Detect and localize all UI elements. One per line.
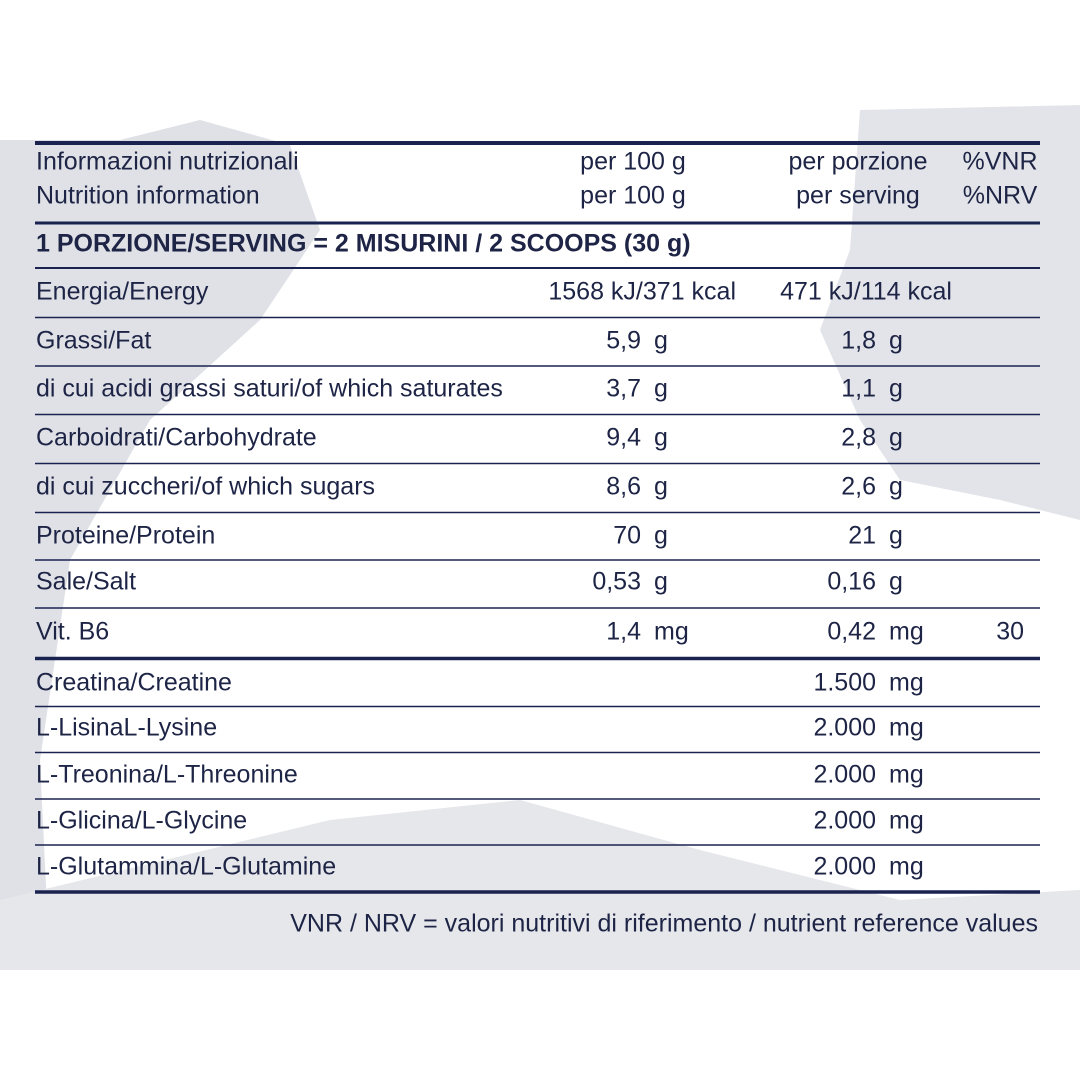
nutrient-name: di cui acidi grassi saturi/of which satu… <box>36 375 503 403</box>
nrv-value: 30 <box>996 618 1024 646</box>
header-cell: %VNR <box>962 148 1037 176</box>
nutrient-name: Creatina/Creatine <box>36 669 232 697</box>
nutrient-name: L-LisinaL-Lysine <box>36 714 217 742</box>
bg-shape <box>820 105 1080 520</box>
unit-per-100g: g <box>654 375 668 403</box>
unit-per-serving: g <box>889 375 903 403</box>
unit-per-serving: g <box>889 522 903 550</box>
header-cell: %NRV <box>963 182 1038 210</box>
header-cell: Informazioni nutrizionali <box>36 148 299 176</box>
value-per-100g: 1568 kJ/371 kcal <box>548 278 736 306</box>
unit-per-serving: mg <box>889 618 924 646</box>
value-per-serving: 2.000 <box>813 853 876 881</box>
nutrient-name: Energia/Energy <box>36 278 209 306</box>
unit-per-100g: g <box>654 424 668 452</box>
unit-per-serving: mg <box>889 761 924 789</box>
value-per-serving: 1.500 <box>813 669 876 697</box>
unit-per-100g: mg <box>654 618 689 646</box>
value-per-serving: 0,42 <box>827 618 876 646</box>
nutrient-name: Sale/Salt <box>36 568 136 596</box>
header-cell: Nutrition information <box>36 182 260 210</box>
unit-per-serving: mg <box>889 669 924 697</box>
unit-per-serving: g <box>889 327 903 355</box>
value-per-100g: 5,9 <box>606 327 641 355</box>
value-per-100g: 3,7 <box>606 375 641 403</box>
unit-per-100g: g <box>654 568 668 596</box>
value-per-serving: 2.000 <box>813 807 876 835</box>
nutrient-name: di cui zuccheri/of which sugars <box>36 473 375 501</box>
serving-size: 1 PORZIONE/SERVING = 2 MISURINI / 2 SCOO… <box>36 230 691 258</box>
header-cell: per porzione <box>789 148 928 176</box>
value-per-serving: 1,8 <box>841 327 876 355</box>
header-cell: per 100 g <box>580 148 686 176</box>
value-per-serving: 2.000 <box>813 714 876 742</box>
value-per-100g: 8,6 <box>606 473 641 501</box>
unit-per-serving: mg <box>889 807 924 835</box>
unit-per-serving: mg <box>889 714 924 742</box>
header-cell: per serving <box>796 182 920 210</box>
footnote: VNR / NRV = valori nutritivi di riferime… <box>290 910 1038 938</box>
nutrient-name: L-Glicina/L-Glycine <box>36 807 247 835</box>
value-per-serving: 21 <box>848 522 876 550</box>
nutrient-name: Grassi/Fat <box>36 327 151 355</box>
unit-per-serving: g <box>889 424 903 452</box>
value-per-serving: 2.000 <box>813 761 876 789</box>
value-per-serving: 0,16 <box>827 568 876 596</box>
header-cell: per 100 g <box>580 182 686 210</box>
value-per-serving: 1,1 <box>841 375 876 403</box>
value-per-serving: 2,8 <box>841 424 876 452</box>
value-per-serving: 471 kJ/114 kcal <box>780 278 952 306</box>
value-per-100g: 0,53 <box>592 568 641 596</box>
bg-shape <box>0 800 1080 970</box>
bg-shape <box>0 120 320 970</box>
value-per-serving: 2,6 <box>841 473 876 501</box>
nutrient-name: Proteine/Protein <box>36 522 215 550</box>
unit-per-100g: g <box>654 522 668 550</box>
nutrient-name: Vit. B6 <box>36 618 109 646</box>
unit-per-serving: mg <box>889 853 924 881</box>
nutrient-name: L-Glutammina/L-Glutamine <box>36 853 336 881</box>
nutrient-name: L-Treonina/L-Threonine <box>36 761 298 789</box>
unit-per-serving: g <box>889 568 903 596</box>
unit-per-100g: g <box>654 327 668 355</box>
value-per-100g: 1,4 <box>606 618 641 646</box>
value-per-100g: 70 <box>613 522 641 550</box>
unit-per-100g: g <box>654 473 668 501</box>
unit-per-serving: g <box>889 473 903 501</box>
value-per-100g: 9,4 <box>606 424 641 452</box>
nutrient-name: Carboidrati/Carbohydrate <box>36 424 317 452</box>
